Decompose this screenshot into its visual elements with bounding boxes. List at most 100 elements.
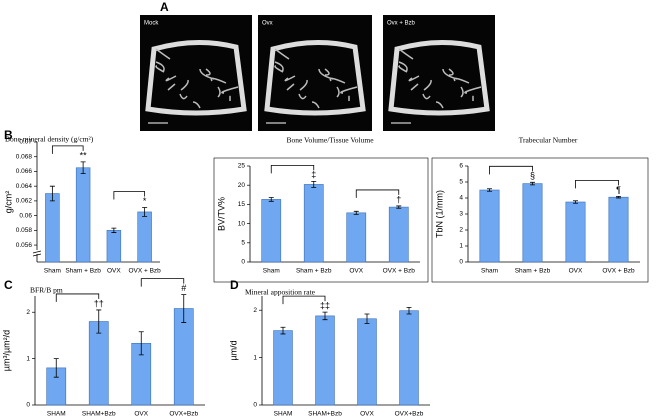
panel-label: C [4, 278, 13, 292]
y-axis-label: TbN (1/mm) [434, 190, 444, 238]
significance-bracket [113, 191, 146, 200]
image-label: Ovx [262, 21, 273, 27]
y-tick-label: 0.064 [16, 183, 33, 190]
trabecula [460, 86, 464, 98]
x-tick-label: OVX+Bzb [169, 411, 198, 416]
x-tick-label: OVX [107, 268, 121, 275]
chart-title: Bone Volume/Tissue Volume [286, 136, 374, 145]
chart-title: BFR/B pm [30, 286, 63, 295]
y-axis-label: BV/TV% [216, 197, 226, 231]
trabecula [180, 79, 189, 91]
y-tick-label: 0 [253, 402, 257, 409]
axis-break [32, 253, 42, 257]
trabecula [340, 86, 358, 94]
error-bar [80, 161, 86, 175]
trabecula [318, 68, 334, 80]
y-tick-label: 5 [241, 240, 245, 247]
error-bar [280, 326, 286, 335]
significance-mark: † [396, 194, 401, 204]
y-tick-label: 15 [238, 201, 246, 208]
trabecula [286, 83, 295, 91]
significance-bracket [270, 164, 315, 174]
plot-frame [213, 157, 429, 283]
y-tick-label: 6 [459, 163, 463, 170]
trabecula [284, 75, 296, 82]
x-tick-label: OVX + Bzb [383, 268, 416, 275]
bar [75, 167, 91, 263]
error-bar [142, 207, 148, 217]
y-tick-label: 0.06 [19, 212, 32, 219]
trabecula [221, 86, 239, 94]
significance-bracket [489, 165, 533, 175]
bar [346, 212, 367, 263]
trabecula [398, 65, 408, 73]
x-tick-label: SHAM [47, 411, 66, 416]
error-bar [573, 200, 578, 204]
significance-mark: ‡‡ [320, 300, 330, 310]
y-tick-label: 20 [238, 182, 246, 189]
x-tick-label: OVX [134, 411, 148, 416]
bar [608, 196, 629, 263]
trabecula [217, 86, 221, 98]
bar [388, 206, 409, 263]
error-bar [49, 185, 55, 202]
error-bar [96, 309, 102, 334]
error-bar [53, 358, 59, 378]
x-tick-label: Sham [44, 268, 61, 275]
y-tick-label: 1 [459, 243, 463, 250]
bar [261, 199, 282, 263]
bar [173, 308, 194, 406]
trabecula [324, 68, 330, 76]
trabecula [179, 93, 188, 100]
significance-mark: ‡ [311, 170, 316, 180]
y-tick-label: 2 [459, 227, 463, 234]
y-tick-label: 3 [459, 211, 463, 218]
bar [137, 211, 152, 263]
bar [273, 330, 293, 406]
trabecula [464, 86, 482, 94]
trabecula [298, 93, 307, 100]
x-tick-label: OVX + Bzb [128, 268, 161, 275]
chart-title: Mineral apposition rate [245, 288, 316, 297]
y-tick-label: 1 [253, 354, 257, 361]
significance-mark: # [181, 283, 186, 293]
bar [45, 193, 60, 263]
trabecula [165, 75, 177, 82]
trabecula [192, 101, 201, 109]
significance-bracket [55, 293, 100, 302]
significance-bracket [140, 278, 185, 287]
trabecula [167, 83, 176, 91]
bone-outline [388, 40, 490, 116]
trabecula [408, 75, 420, 82]
error-bar [487, 188, 492, 192]
significance-mark: †† [94, 298, 104, 308]
x-tick-label: OVX [360, 411, 374, 416]
y-tick-label: 0.07 [19, 139, 32, 146]
significance-bracket [51, 145, 84, 154]
trabecula [274, 65, 284, 73]
y-tick-label: 25 [238, 163, 246, 170]
bar [315, 315, 335, 406]
bar [357, 318, 377, 406]
chart-title: Bone mineral density (g/cm²) [5, 135, 94, 144]
panel-label: A [160, 0, 169, 14]
y-axis-label: µm³/µm²/d [1, 330, 11, 371]
error-bar [616, 196, 621, 199]
trabecula [422, 93, 431, 100]
x-tick-label: OVX [569, 268, 583, 275]
y-tick-label: 4 [459, 195, 463, 202]
error-bar [138, 331, 144, 356]
trabecula [410, 83, 419, 91]
y-tick-label: 0.066 [16, 168, 33, 175]
error-bar [364, 313, 370, 324]
plot-frame [431, 157, 649, 283]
trabecula [155, 48, 171, 60]
bar [522, 183, 543, 263]
x-tick-label: Sham + Bzb [296, 268, 332, 275]
bar [399, 310, 419, 406]
y-axis-label: g/cm² [3, 191, 13, 214]
significance-mark: ¶ [616, 185, 621, 195]
chart-title: Trabecular Number [519, 136, 578, 145]
error-bar [530, 181, 535, 186]
bar [303, 184, 324, 263]
